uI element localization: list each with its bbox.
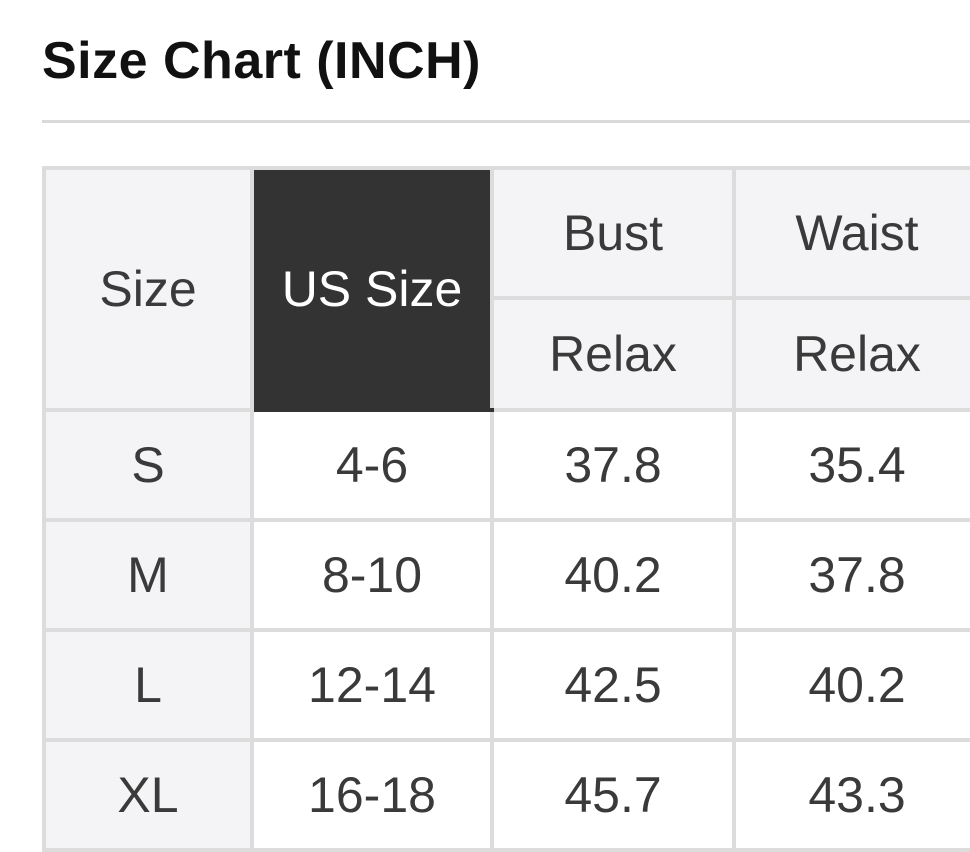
us-size-cell: 4-6 <box>250 408 494 522</box>
size-cell: S <box>42 408 254 522</box>
header-row-fit: Relax Relax <box>44 296 970 412</box>
waist-cell: 35.4 <box>732 408 970 522</box>
size-cell: XL <box>42 738 254 852</box>
size-chart-body: S 4-6 37.8 35.4 M 8-10 40.2 37.8 L 12-14… <box>42 408 970 852</box>
table-row-l: L 12-14 42.5 40.2 <box>42 628 970 742</box>
bust-header-cell: Bust <box>490 166 736 300</box>
size-header-cell: Size <box>42 166 254 412</box>
header-row-measurements: Size US Size Bust Waist <box>42 166 970 412</box>
us-size-cell: 8-10 <box>250 518 494 632</box>
table-row-m: M 8-10 40.2 37.8 <box>42 518 970 632</box>
size-chart-header: Size US Size Bust Waist Relax Relax <box>42 166 970 412</box>
us-size-cell: 12-14 <box>250 628 494 742</box>
us-size-header-cell: US Size <box>250 166 494 412</box>
bust-relax-subheader-cell: Relax <box>490 296 736 412</box>
page-title: Size Chart (INCH) <box>42 32 481 90</box>
waist-relax-subheader-cell: Relax <box>732 296 970 412</box>
size-cell: L <box>42 628 254 742</box>
size-cell: M <box>42 518 254 632</box>
waist-cell: 43.3 <box>732 738 970 852</box>
title-divider <box>42 120 970 123</box>
bust-cell: 40.2 <box>490 518 736 632</box>
table-row-s: S 4-6 37.8 35.4 <box>42 408 970 522</box>
waist-cell: 40.2 <box>732 628 970 742</box>
size-chart-table: Size US Size Bust Waist Relax Relax S 4-… <box>42 166 970 852</box>
table-row-xl: XL 16-18 45.7 43.3 <box>42 738 970 852</box>
size-chart-section: Size Chart (INCH) Size US Size Bust Wais… <box>42 0 970 852</box>
bust-cell: 42.5 <box>490 628 736 742</box>
bust-cell: 37.8 <box>490 408 736 522</box>
bust-cell: 45.7 <box>490 738 736 852</box>
waist-cell: 37.8 <box>732 518 970 632</box>
waist-header-cell: Waist <box>732 166 970 300</box>
us-size-cell: 16-18 <box>250 738 494 852</box>
